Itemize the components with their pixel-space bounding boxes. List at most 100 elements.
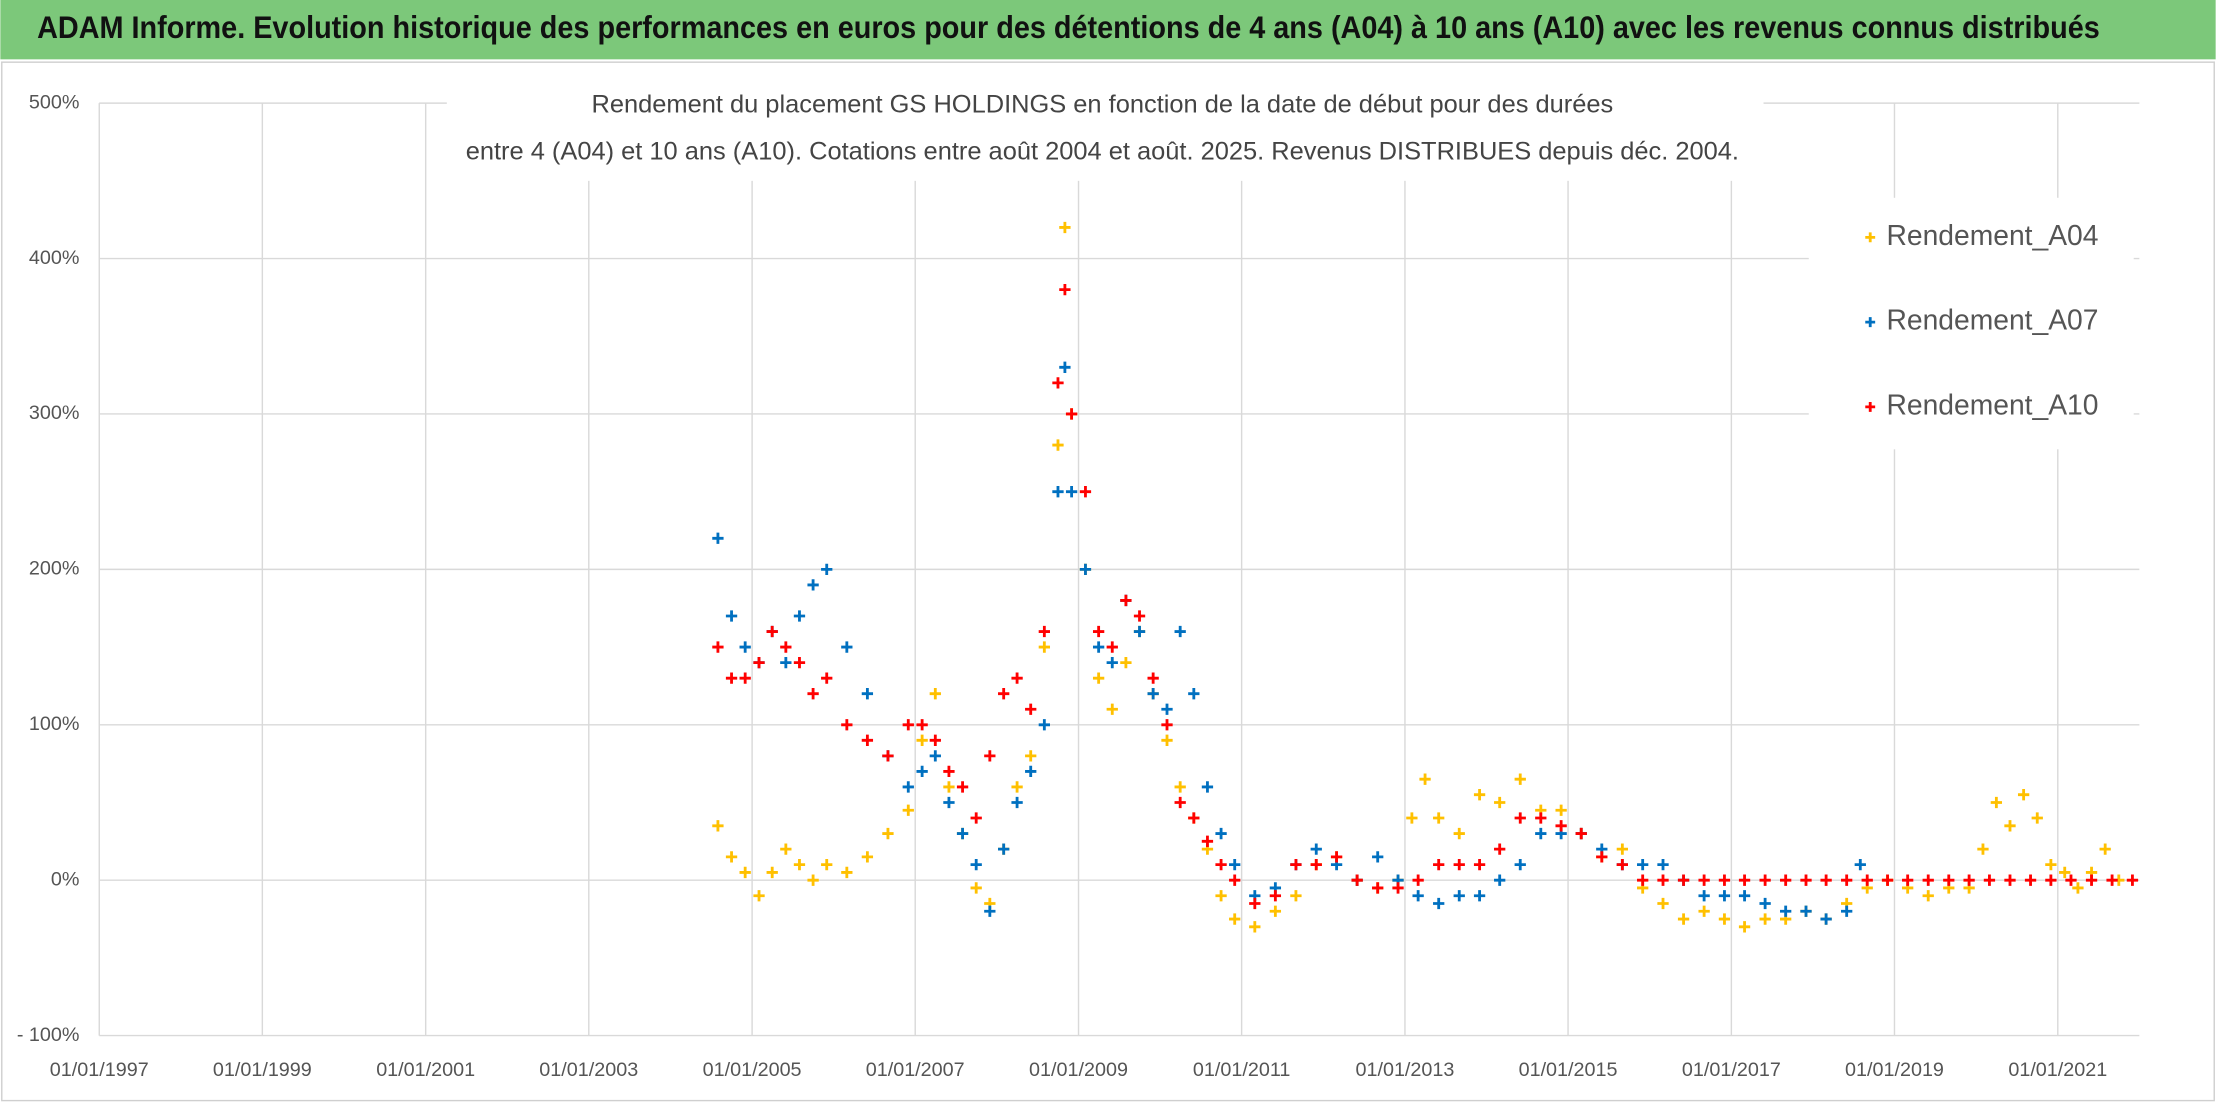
point xyxy=(1011,781,1023,793)
point xyxy=(882,827,894,840)
point xyxy=(1718,874,1731,886)
legend-marker xyxy=(1865,317,1876,328)
point xyxy=(861,734,874,746)
point xyxy=(712,641,724,653)
point xyxy=(1011,796,1023,809)
x-tick-label: 01/01/2013 xyxy=(1355,1059,1454,1081)
point xyxy=(1759,874,1771,886)
x-tick-label: 01/01/2011 xyxy=(1193,1059,1290,1081)
point xyxy=(780,843,792,855)
point xyxy=(712,532,724,544)
point xyxy=(793,858,806,871)
point xyxy=(943,765,955,778)
point xyxy=(1059,221,1071,234)
point xyxy=(970,882,982,894)
x-tick-label: 01/01/2007 xyxy=(866,1059,965,1081)
point xyxy=(2065,874,2077,886)
point xyxy=(766,625,778,638)
point xyxy=(916,765,928,778)
point xyxy=(1738,890,1751,902)
x-tick-label: 01/01/1997 xyxy=(50,1059,149,1081)
point xyxy=(739,866,751,879)
point xyxy=(1351,874,1363,886)
point xyxy=(984,905,996,917)
x-tick-label: 01/01/2009 xyxy=(1029,1059,1128,1081)
point xyxy=(1079,563,1092,576)
point xyxy=(1555,804,1567,816)
point xyxy=(1616,843,1629,855)
point xyxy=(2106,874,2118,886)
point xyxy=(1698,905,1710,917)
point xyxy=(1698,874,1710,886)
x-tick-label: 01/01/2015 xyxy=(1519,1059,1618,1081)
point xyxy=(1038,641,1050,653)
point xyxy=(1161,703,1173,715)
point xyxy=(1433,858,1445,871)
title-box xyxy=(446,81,1764,181)
chart-border xyxy=(1,61,2215,1102)
point xyxy=(753,656,765,669)
point xyxy=(1902,874,1914,886)
point xyxy=(861,851,874,863)
point xyxy=(998,688,1010,700)
point xyxy=(1133,625,1146,638)
point xyxy=(793,656,806,669)
point xyxy=(1535,812,1547,824)
point xyxy=(916,734,928,746)
x-tick-label: 01/01/1999 xyxy=(213,1059,312,1081)
point xyxy=(1310,843,1322,855)
point xyxy=(2031,812,2043,824)
chart-title: Rendement du placement GS HOLDINGS en fo… xyxy=(591,91,1613,119)
point xyxy=(1215,827,1227,840)
point xyxy=(1922,874,1934,886)
y-tick-label: 200% xyxy=(29,558,80,580)
point xyxy=(1215,890,1227,902)
point xyxy=(1065,486,1078,498)
point xyxy=(943,796,955,809)
point xyxy=(1657,897,1669,910)
point xyxy=(2024,874,2037,886)
point xyxy=(1596,851,1608,863)
point xyxy=(1392,882,1404,894)
point xyxy=(1514,773,1526,785)
point xyxy=(1249,897,1261,910)
point xyxy=(929,734,941,746)
point xyxy=(1637,874,1649,886)
point xyxy=(725,672,738,684)
point xyxy=(1800,874,1812,886)
x-tick-label: 01/01/2003 xyxy=(539,1059,638,1081)
point xyxy=(712,820,724,832)
point xyxy=(1372,882,1384,894)
point xyxy=(1820,913,1832,925)
point xyxy=(1025,750,1037,762)
point xyxy=(766,866,778,879)
point xyxy=(1718,890,1731,902)
legend-label: Rendement_A10 xyxy=(1886,388,2098,420)
point xyxy=(1229,913,1241,925)
point xyxy=(984,750,996,762)
point xyxy=(929,750,941,762)
y-tick-label: 300% xyxy=(29,402,80,424)
point xyxy=(1079,486,1092,498)
point xyxy=(1514,812,1526,824)
point xyxy=(1759,897,1771,910)
point xyxy=(1249,921,1261,933)
point xyxy=(1290,858,1302,871)
point xyxy=(1011,672,1023,684)
y-tick-label: 100% xyxy=(29,713,80,735)
point xyxy=(970,812,982,824)
point xyxy=(1229,858,1241,871)
point xyxy=(1092,672,1105,684)
point xyxy=(1433,897,1445,910)
point xyxy=(1161,734,1173,746)
point xyxy=(1535,827,1547,840)
point xyxy=(1188,812,1200,824)
point xyxy=(1780,905,1792,917)
point xyxy=(807,688,819,700)
point xyxy=(841,866,853,879)
point xyxy=(1759,913,1771,925)
point xyxy=(1841,905,1853,917)
point xyxy=(780,641,792,653)
point xyxy=(753,890,765,902)
